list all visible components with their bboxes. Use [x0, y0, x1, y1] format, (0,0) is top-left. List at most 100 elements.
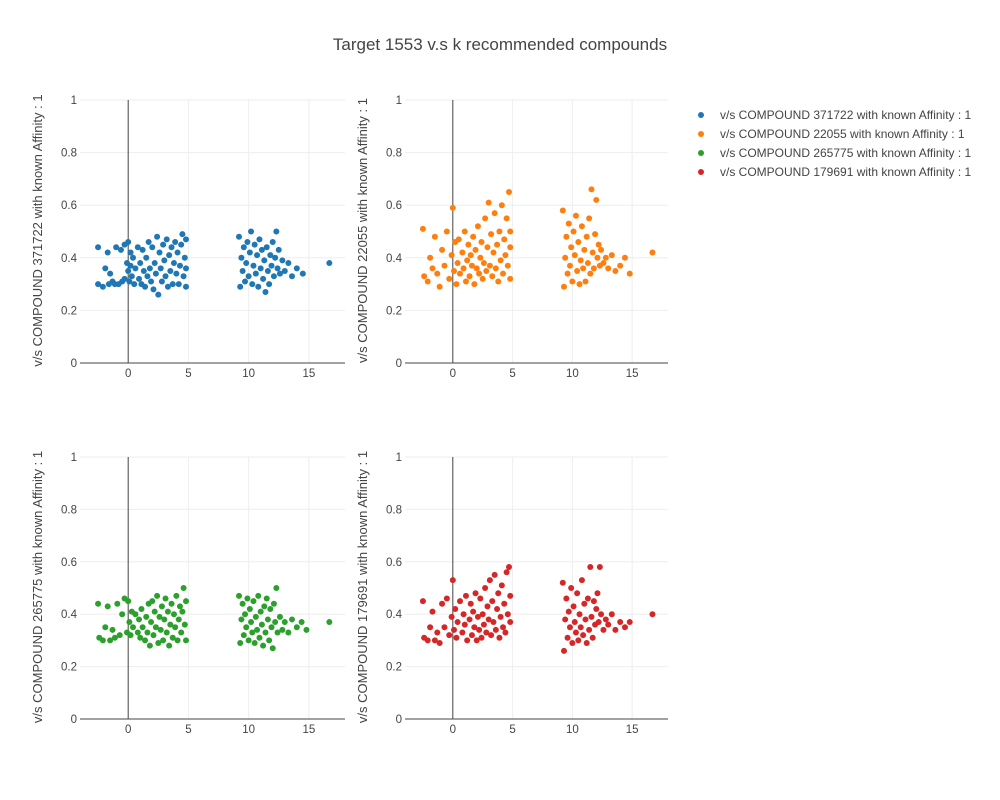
data-point	[270, 273, 277, 280]
data-point	[507, 275, 514, 282]
data-point	[448, 252, 455, 259]
data-point	[571, 619, 578, 626]
data-point	[489, 273, 496, 280]
data-point	[602, 616, 609, 623]
data-point	[269, 239, 276, 246]
y-tick-label: 0.2	[61, 305, 77, 317]
data-point	[578, 223, 585, 230]
data-point	[436, 640, 443, 647]
data-point	[245, 637, 252, 644]
data-point	[488, 231, 495, 238]
y-tick-label: 1	[396, 95, 402, 107]
data-point	[581, 246, 588, 253]
data-point	[562, 616, 569, 623]
data-point	[257, 265, 264, 272]
data-point	[576, 281, 583, 288]
data-point	[179, 231, 186, 238]
data-point	[176, 603, 183, 610]
data-point	[127, 249, 134, 256]
data-point	[273, 585, 280, 591]
data-point	[161, 616, 168, 623]
y-tick-label: 0.2	[386, 662, 402, 674]
data-point	[570, 603, 577, 610]
data-point	[419, 225, 426, 232]
data-point	[617, 619, 624, 626]
x-tick-label: 0	[450, 368, 456, 380]
data-point	[504, 262, 511, 269]
data-point	[466, 273, 473, 280]
data-point	[113, 244, 120, 251]
data-point	[617, 262, 624, 269]
y-axis-title: v/s COMPOUND 179691 with known Affinity …	[355, 451, 370, 723]
data-point	[162, 273, 169, 280]
data-point	[236, 233, 242, 240]
data-point	[237, 283, 244, 290]
subplot-1: 00.20.40.60.810 5 10 15v/s COMPOUND 371722 …	[30, 94, 345, 380]
data-point	[500, 624, 507, 631]
data-point	[501, 236, 508, 243]
data-point	[451, 267, 458, 274]
data-point	[590, 598, 597, 605]
data-point	[175, 616, 182, 623]
data-point	[482, 585, 489, 591]
data-point	[107, 270, 114, 277]
data-point	[267, 605, 274, 612]
data-point	[462, 592, 469, 599]
legend-item[interactable]: v/s COMPOUND 371722 with known Affinity …	[698, 108, 972, 122]
legend-label: v/s COMPOUND 371722 with known Affinity …	[720, 108, 972, 122]
data-point	[431, 233, 438, 240]
data-point	[163, 629, 170, 636]
data-point	[183, 637, 189, 644]
data-point	[126, 619, 133, 626]
data-point	[264, 267, 271, 274]
data-point	[164, 608, 171, 615]
data-point	[151, 260, 158, 267]
data-point	[144, 629, 151, 636]
data-point	[244, 239, 251, 246]
data-point	[626, 270, 633, 277]
legend-marker	[698, 112, 704, 118]
data-point	[566, 624, 573, 631]
data-point	[461, 228, 468, 235]
data-point	[111, 634, 118, 641]
data-point	[139, 246, 146, 253]
data-point	[250, 598, 257, 605]
data-point	[243, 624, 250, 631]
data-point	[240, 632, 247, 639]
x-tick-label: 10	[242, 724, 255, 736]
y-tick-label: 0.2	[386, 305, 402, 317]
data-point	[577, 257, 584, 264]
data-point	[427, 254, 434, 261]
data-point	[114, 600, 121, 607]
data-point	[254, 252, 261, 259]
data-point	[274, 629, 281, 636]
subplot-2: 00.20.40.60.810 5 10 15v/s COMPOUND 22055 w…	[355, 95, 668, 380]
legend-item[interactable]: v/s COMPOUND 22055 with known Affinity :…	[698, 127, 965, 141]
y-tick-label: 0.6	[386, 200, 402, 212]
data-point	[507, 244, 514, 251]
legend-item[interactable]: v/s COMPOUND 265775 with known Affinity …	[698, 146, 972, 160]
data-point	[608, 252, 615, 259]
data-point	[143, 613, 150, 620]
data-point	[587, 270, 594, 277]
data-point	[490, 249, 497, 256]
data-point	[152, 270, 159, 277]
data-point	[125, 598, 132, 605]
data-point	[456, 270, 463, 277]
legend-item[interactable]: v/s COMPOUND 179691 with known Affinity …	[698, 165, 972, 179]
data-point	[99, 637, 106, 644]
data-point	[574, 590, 581, 597]
data-point	[132, 611, 139, 618]
data-point	[150, 632, 157, 639]
legend-label: v/s COMPOUND 179691 with known Affinity …	[720, 165, 972, 179]
data-point	[173, 270, 180, 277]
data-point	[583, 640, 590, 647]
data-point	[132, 265, 139, 272]
data-point	[466, 616, 473, 623]
data-point	[594, 254, 601, 261]
data-point	[560, 283, 567, 290]
subplot-4: 00.20.40.60.810 5 10 15v/s COMPOUND 179691 …	[355, 451, 668, 736]
data-point	[266, 281, 273, 288]
data-point	[465, 241, 472, 248]
